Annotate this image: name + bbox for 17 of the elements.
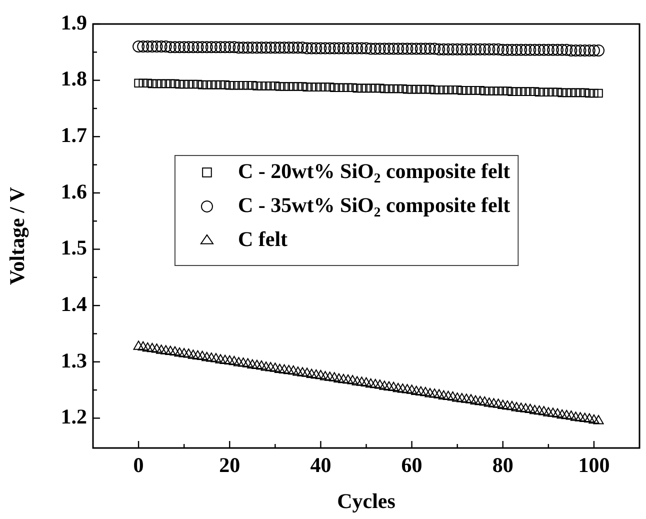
x-tick-label: 40 bbox=[310, 453, 332, 478]
y-tick-label: 1.2 bbox=[60, 404, 87, 429]
x-axis-title: Cycles bbox=[337, 488, 396, 513]
x-tick-label: 100 bbox=[578, 453, 610, 478]
x-tick-label: 60 bbox=[401, 453, 422, 478]
legend-label: C felt bbox=[238, 226, 288, 251]
y-tick-label: 1.3 bbox=[60, 348, 87, 372]
x-tick-label: 20 bbox=[219, 453, 240, 478]
y-tick-label: 1.7 bbox=[60, 123, 87, 148]
y-axis-title: Voltage / V bbox=[5, 186, 30, 286]
y-tick-label: 1.6 bbox=[60, 179, 87, 204]
x-tick-label: 0 bbox=[133, 453, 144, 478]
y-tick-label: 1.9 bbox=[60, 10, 87, 34]
y-tick-label: 1.4 bbox=[60, 292, 88, 316]
y-tick-label: 1.8 bbox=[60, 66, 87, 91]
x-tick-label: 80 bbox=[492, 453, 514, 478]
y-tick-label: 1.5 bbox=[60, 236, 87, 260]
